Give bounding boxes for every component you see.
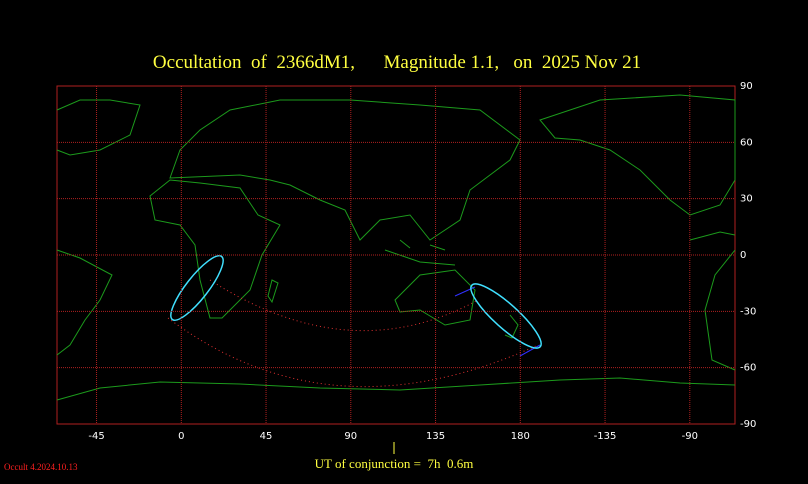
lon-tick-label: 45 [260,431,273,442]
lon-tick-label: -90 [682,431,698,442]
path-limit [167,317,539,388]
path-limit [209,279,479,332]
lat-tick-label: 60 [740,137,753,148]
lat-tick-label: -30 [740,306,756,317]
new-zealand [504,314,519,339]
path-segment [454,286,541,357]
australia [394,269,476,326]
africa [149,179,281,319]
lon-tick-label: -135 [594,431,617,442]
title: Occultation of 2366dM1, Magnitude 1.1, o… [153,52,641,73]
version: Occult 4.2024.10.13 [4,462,78,472]
lat-tick-label: 90 [740,81,753,92]
lat-tick-label: 0 [740,250,746,261]
lon-tick-label: 180 [511,431,530,442]
lat-tick-label: 30 [740,194,753,205]
lat-tick-label: -90 [740,419,756,430]
shadow-outline [470,283,542,349]
lon-tick-label: -45 [88,431,104,442]
north-america [56,94,736,216]
conjunction-time: UT of conjunction = 7h 0.6m [315,456,474,471]
coastlines [56,94,736,401]
madagascar [267,279,279,304]
eurasia [169,99,521,241]
south-america [56,231,736,371]
indonesia [384,239,456,266]
lon-tick-label: 0 [178,431,184,442]
shadow-outline [170,255,224,321]
lon-tick-label: 90 [344,431,357,442]
lon-tick-label: 135 [426,431,445,442]
lat-tick-label: -60 [740,363,756,374]
antarctica [56,377,736,401]
